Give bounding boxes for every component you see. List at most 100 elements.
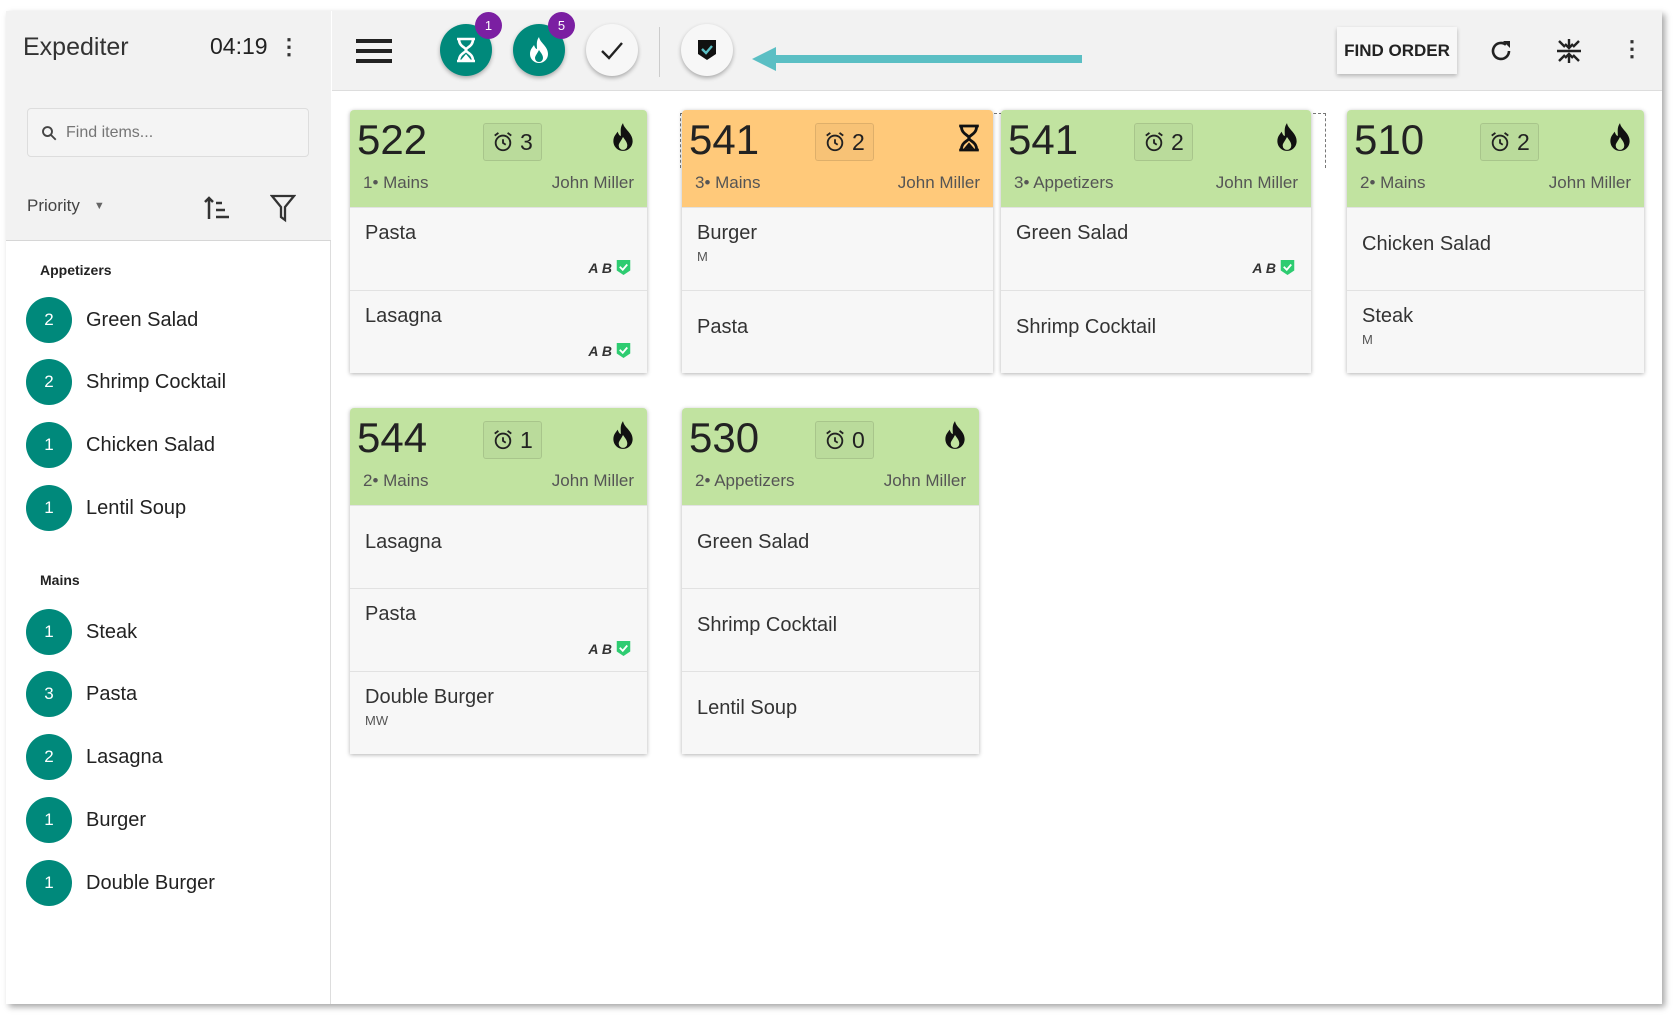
- timer-value: 2: [1517, 128, 1530, 155]
- order-item-row[interactable]: Pasta: [682, 290, 993, 373]
- refresh-icon[interactable]: [1488, 38, 1514, 64]
- ab-verified-tag: A B: [1252, 259, 1295, 276]
- ab-label: A B: [588, 640, 612, 657]
- item-name: Burger: [86, 808, 147, 831]
- order-item-row[interactable]: Lentil Soup: [682, 671, 979, 754]
- order-card[interactable]: 522 3 1• Mains John Miller Pasta A B Lasag…: [350, 110, 647, 373]
- hamburger-menu-icon[interactable]: [356, 38, 392, 64]
- alarm-clock-icon: [826, 430, 844, 450]
- timer-value: 0: [852, 426, 865, 453]
- waiting-count-badge: 1: [475, 12, 502, 39]
- order-item-row[interactable]: Burger M: [682, 207, 993, 290]
- ab-label: A B: [588, 259, 612, 276]
- fire-filter-button[interactable]: 5: [513, 12, 575, 76]
- item-name: Double Burger: [86, 871, 215, 894]
- list-item[interactable]: 2 Lasagna: [26, 734, 163, 780]
- list-item[interactable]: 3 Pasta: [26, 671, 137, 717]
- compress-icon[interactable]: [1556, 38, 1582, 64]
- item-count-badge: 1: [26, 422, 72, 468]
- ab-verified-tag: A B: [588, 640, 631, 657]
- item-modifier: M: [1362, 332, 1373, 347]
- order-timer: 2: [1480, 123, 1539, 161]
- order-item-row[interactable]: Green Salad: [682, 505, 979, 588]
- order-card-header[interactable]: 541 2 3• Appetizers John Miller: [1001, 110, 1311, 207]
- search-box[interactable]: [27, 108, 309, 157]
- order-course: 2• Appetizers: [695, 471, 795, 490]
- shield-check-icon: [616, 641, 631, 656]
- waiting-filter-button[interactable]: 1: [440, 12, 502, 76]
- order-item-row[interactable]: Lasagna A B: [350, 290, 647, 373]
- order-timer: 2: [1134, 123, 1193, 161]
- item-name: Lentil Soup: [86, 496, 187, 519]
- more-options-icon[interactable]: ⋮: [1621, 36, 1643, 61]
- order-card-header[interactable]: 530 0 2• Appetizers John Miller: [682, 408, 979, 505]
- list-item[interactable]: 2 Green Salad: [26, 297, 198, 343]
- order-card[interactable]: 510 2 2• Mains John Miller Chicken Salad…: [1347, 110, 1644, 373]
- item-name: Double Burger: [365, 686, 494, 708]
- order-item-row[interactable]: Pasta A B: [350, 588, 647, 671]
- item-count-badge: 3: [26, 671, 72, 717]
- item-name: Pasta: [697, 316, 749, 338]
- order-card-header[interactable]: 541 2 3• Mains John Miller: [682, 110, 993, 207]
- list-item[interactable]: 1 Steak: [26, 609, 137, 655]
- order-number: 522: [357, 116, 428, 163]
- find-order-button[interactable]: FIND ORDER: [1337, 27, 1457, 74]
- list-item[interactable]: 1 Chicken Salad: [26, 422, 215, 468]
- item-count-badge: 1: [26, 485, 72, 531]
- order-item-row[interactable]: Green Salad A B: [1001, 207, 1311, 290]
- completed-filter-button[interactable]: [586, 24, 638, 76]
- order-card-header[interactable]: 510 2 2• Mains John Miller: [1347, 110, 1644, 207]
- filter-icon[interactable]: [270, 193, 296, 223]
- order-server: John Miller: [1548, 173, 1631, 192]
- item-name: Lasagna: [365, 531, 442, 553]
- shield-check-icon: [1280, 260, 1295, 275]
- order-timer: 1: [483, 421, 542, 459]
- sidebar-more-icon[interactable]: ⋮: [278, 34, 300, 59]
- shield-check-icon: [616, 343, 631, 358]
- fire-icon: [1277, 123, 1297, 151]
- toolbar-divider: [659, 27, 660, 77]
- order-server: John Miller: [551, 173, 634, 192]
- item-name: Green Salad: [1016, 222, 1129, 244]
- list-item[interactable]: 1 Lentil Soup: [26, 485, 186, 531]
- order-number: 510: [1354, 116, 1425, 163]
- item-name: Shrimp Cocktail: [697, 614, 838, 636]
- order-course: 1• Mains: [363, 173, 429, 192]
- item-count-badge: 1: [26, 609, 72, 655]
- sidebar-header: Expediter 04:19 ⋮ Priority ▼: [6, 11, 331, 241]
- order-course: 2• Mains: [363, 471, 429, 490]
- order-item-row[interactable]: Steak M: [1347, 290, 1644, 373]
- order-timer: 3: [483, 123, 542, 161]
- category-heading: Appetizers: [40, 262, 112, 278]
- fire-icon: [945, 421, 965, 449]
- category-heading: Mains: [40, 572, 80, 588]
- order-card[interactable]: 541 2 3• Appetizers John Miller Green Sa…: [1001, 110, 1311, 373]
- search-input[interactable]: [66, 123, 286, 142]
- order-item-row[interactable]: Pasta A B: [350, 207, 647, 290]
- list-item[interactable]: 2 Shrimp Cocktail: [26, 359, 226, 405]
- order-card[interactable]: 544 1 2• Mains John Miller Lasagna Pasta A…: [350, 408, 647, 754]
- sort-select[interactable]: Priority ▼: [27, 196, 105, 216]
- list-item[interactable]: 1 Burger: [26, 797, 146, 843]
- order-item-row[interactable]: Shrimp Cocktail: [1001, 290, 1311, 373]
- item-count-badge: 1: [26, 860, 72, 906]
- order-item-row[interactable]: Shrimp Cocktail: [682, 588, 979, 671]
- order-item-row[interactable]: Double Burger MW: [350, 671, 647, 754]
- verified-filter-button[interactable]: [681, 24, 733, 76]
- ab-verified-tag: A B: [588, 259, 631, 276]
- order-card[interactable]: 541 2 3• Mains John Miller Burger M Pasta: [682, 110, 993, 373]
- order-card-header[interactable]: 544 1 2• Mains John Miller: [350, 408, 647, 505]
- list-item[interactable]: 1 Double Burger: [26, 860, 215, 906]
- alarm-clock-icon: [826, 132, 844, 152]
- order-item-row[interactable]: Chicken Salad: [1347, 207, 1644, 290]
- status-indicator: [611, 420, 635, 455]
- search-icon: [42, 125, 57, 140]
- order-card-header[interactable]: 522 3 1• Mains John Miller: [350, 110, 647, 207]
- order-card[interactable]: 530 0 2• Appetizers John Miller Green Sa…: [682, 408, 979, 754]
- order-item-row[interactable]: Lasagna: [350, 505, 647, 588]
- fire-icon: [1610, 123, 1630, 151]
- item-count-badge: 1: [26, 797, 72, 843]
- alarm-clock-icon: [494, 430, 512, 450]
- sort-order-icon[interactable]: [204, 195, 232, 221]
- order-number: 541: [1008, 116, 1079, 163]
